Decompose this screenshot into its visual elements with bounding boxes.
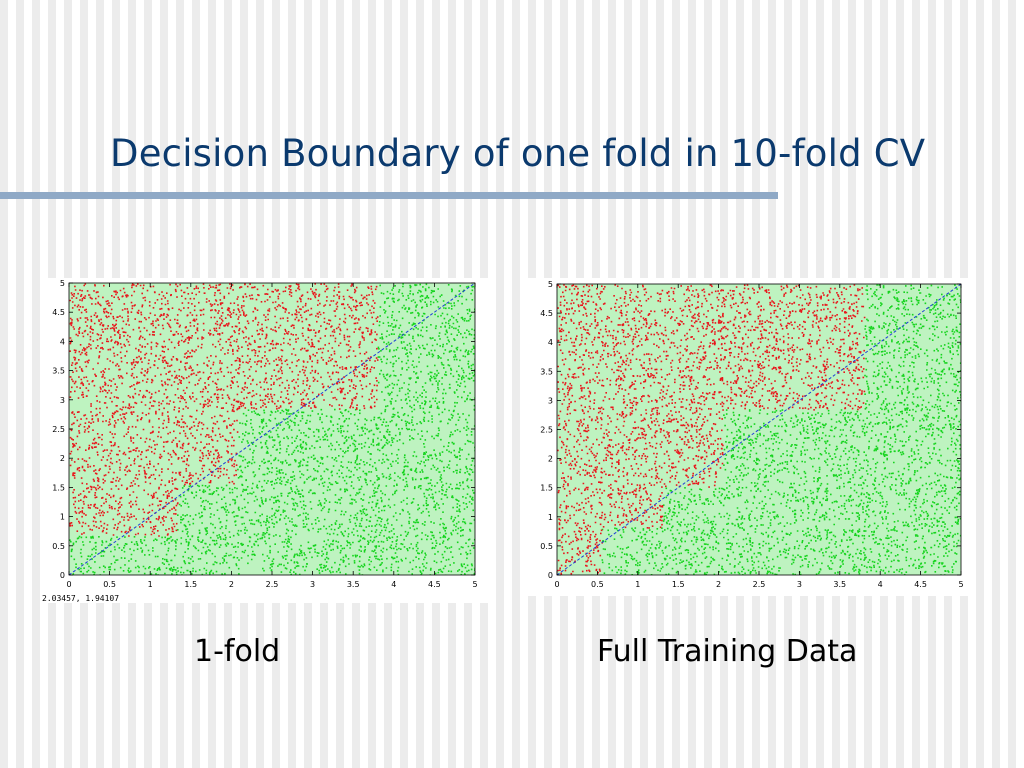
y-tick-label: 4.5	[540, 309, 553, 318]
y-tick-label: 4	[60, 337, 65, 346]
slide-title: Decision Boundary of one fold in 10-fold…	[110, 132, 926, 175]
y-tick-label: 4.5	[52, 308, 65, 317]
x-tick-label: 2.5	[753, 580, 766, 589]
x-tick-label: 2	[229, 580, 234, 589]
coordinate-readout: 2.03457, 1.94107	[42, 594, 119, 603]
red-class-points	[69, 283, 379, 537]
plot-panel-1-fold: 0 0.5 1 1.5 2 2.5 3 3.5 4 4.5 5 0 0.5 1 1.5 2 2.5 3 3.5 4 4.…	[40, 278, 490, 603]
x-tick-label: 4.5	[428, 580, 441, 589]
y-tick-label: 3.5	[540, 367, 553, 376]
y-tick-label: 1	[548, 513, 553, 522]
y-tick-label: 0.5	[540, 542, 553, 551]
scatter-plot-1-fold: 0 0.5 1 1.5 2 2.5 3 3.5 4 4.5 5 0 0.5 1 1.5 2 2.5 3 3.5 4 4.…	[42, 279, 478, 603]
x-tick-label: 0	[554, 580, 559, 589]
y-tick-label: 3	[60, 396, 65, 405]
y-tick-label: 0	[548, 571, 553, 580]
y-tick-label: 2.5	[540, 426, 553, 435]
caption-full-training: Full Training Data	[597, 634, 858, 669]
x-tick-label: 3.5	[347, 580, 360, 589]
green-class-points	[557, 284, 961, 575]
scatter-plot-full-training: 0 0.5 1 1.5 2 2.5 3 3.5 4 4.5 5 0 0.5 1 1.5 2 2.5 3 3.5 4 4.…	[540, 280, 963, 589]
x-tick-label: 2	[716, 580, 721, 589]
x-tick-label: 3	[797, 580, 802, 589]
x-tick-label: 1	[148, 580, 153, 589]
y-tick-label: 0.5	[52, 542, 65, 551]
y-tick-label: 2	[60, 454, 65, 463]
y-tick-label: 2.5	[52, 425, 65, 434]
x-tick-label: 4	[391, 580, 396, 589]
caption-1-fold: 1-fold	[194, 634, 281, 669]
x-tick-label: 1	[635, 580, 640, 589]
x-tick-label: 2.5	[266, 580, 279, 589]
diagonal-line	[557, 284, 961, 575]
x-tick-label: 0.5	[591, 580, 604, 589]
y-tick-label: 3.5	[52, 367, 65, 376]
x-tick-label: 4	[878, 580, 883, 589]
diagonal-line	[69, 283, 475, 575]
title-underline	[0, 192, 778, 199]
x-tick-label: 3	[310, 580, 315, 589]
y-tick-label: 1.5	[52, 483, 65, 492]
x-tick-label: 5	[958, 580, 963, 589]
x-tick-label: 0.5	[103, 580, 116, 589]
x-tick-label: 1.5	[184, 580, 197, 589]
red-class-points	[557, 284, 866, 575]
y-tick-label: 1.5	[540, 484, 553, 493]
x-tick-label: 0	[66, 580, 71, 589]
y-tick-label: 2	[548, 455, 553, 464]
y-tick-label: 1	[60, 513, 65, 522]
x-tick-label: 3.5	[833, 580, 846, 589]
plot-panel-full-training: 0 0.5 1 1.5 2 2.5 3 3.5 4 4.5 5 0 0.5 1 1.5 2 2.5 3 3.5 4 4.…	[528, 278, 974, 596]
x-tick-label: 5	[472, 580, 477, 589]
y-tick-label: 4	[548, 338, 553, 347]
y-tick-label: 5	[60, 279, 65, 288]
x-tick-label: 1.5	[672, 580, 685, 589]
y-tick-label: 3	[548, 396, 553, 405]
green-class-points	[69, 283, 475, 575]
y-tick-label: 5	[548, 280, 553, 289]
y-tick-label: 0	[60, 571, 65, 580]
x-tick-label: 4.5	[914, 580, 927, 589]
